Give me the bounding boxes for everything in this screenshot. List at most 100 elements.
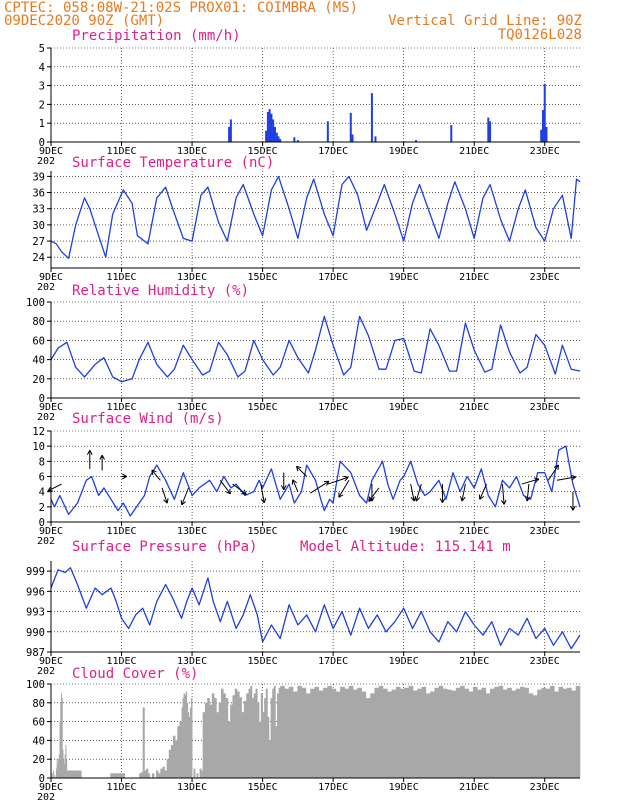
wind-ytick-label: 6 <box>39 472 45 484</box>
precip-ytick-label: 1 <box>39 118 45 130</box>
wind-arrow-shaft <box>556 476 576 481</box>
cloud-bar <box>571 690 577 778</box>
temp-xtick-label: 15DEC <box>248 272 278 283</box>
cloud-bar <box>275 726 278 778</box>
cloud-bar <box>378 685 384 778</box>
cloud-ytick-label: 0 <box>39 773 45 785</box>
precip-bar <box>279 139 282 142</box>
cloud-bar <box>447 689 452 778</box>
cloud-bar <box>166 759 170 778</box>
wind-arrow <box>296 465 308 477</box>
precip-bar <box>265 130 268 142</box>
pres-ytick-label: 987 <box>26 647 45 659</box>
cloud-bar <box>477 689 482 778</box>
cloud-bar <box>314 686 320 778</box>
cloud-bar <box>404 687 410 778</box>
precip-ytick-label: 5 <box>39 43 45 55</box>
cloud-bar <box>485 693 491 778</box>
wind-arrow-head <box>180 499 183 505</box>
cloud-bar <box>162 766 165 778</box>
wind-arrow <box>460 483 466 502</box>
rh-ytick-label: 60 <box>32 335 45 347</box>
cloud-bar <box>269 740 271 778</box>
cloud-bar <box>66 759 68 778</box>
wind-arrow-head <box>570 505 574 511</box>
cloud-bar <box>472 686 478 778</box>
wind-arrow-head <box>225 491 231 495</box>
precip-bar <box>349 112 352 142</box>
cloud-ytick-label: 100 <box>26 679 45 691</box>
wind-arrow-head <box>572 505 576 511</box>
wind-arrow-head <box>570 474 576 478</box>
wind-arrow-head <box>442 498 446 504</box>
pres-ytick-label: 999 <box>26 566 45 578</box>
cloud-bar <box>147 773 151 778</box>
cloud-bar <box>204 702 208 778</box>
cloud-bar <box>53 770 55 778</box>
cloud-bar <box>183 693 185 778</box>
wind-ytick-label: 2 <box>39 502 45 514</box>
precip-title: Precipitation (mm/h) <box>72 28 241 44</box>
wind-arrow-head <box>241 493 247 495</box>
precip-xtick-label: 13DEC <box>177 146 207 157</box>
precip-bar <box>489 121 492 142</box>
cloud-bar <box>278 687 281 778</box>
cloud-bar <box>259 721 262 778</box>
cloud-bar <box>189 707 192 778</box>
wind-title: Surface Wind (m/s) <box>72 411 224 427</box>
wind-arrow <box>180 487 190 506</box>
cloud-bar <box>468 691 474 778</box>
cloud-bar <box>199 768 202 778</box>
cloud-bar <box>216 712 219 778</box>
precip-bar <box>272 119 275 142</box>
wind-arrow-head <box>166 498 169 504</box>
precip-bar <box>228 126 231 142</box>
cloud-bar <box>267 716 270 778</box>
cloud-bar <box>273 685 276 778</box>
precip-xtick-label: 19DEC <box>389 146 419 157</box>
wind-arrow-shaft <box>292 479 299 492</box>
wind-arrow-shaft <box>368 487 380 502</box>
header-date-text: 09DEC2020 90Z (GMT) <box>4 13 164 29</box>
cloud-xtick-label: 9DEC <box>39 782 63 793</box>
wind-xtick-label: 9DEC <box>39 526 63 537</box>
cloud-bar <box>196 773 199 778</box>
rh-ytick-label: 40 <box>32 355 45 367</box>
wind-arrow <box>151 469 161 481</box>
cloud-bar <box>185 691 188 778</box>
precip-bar <box>266 111 269 142</box>
pres-ytick-label: 993 <box>26 607 45 619</box>
cloud-bar <box>151 773 155 778</box>
wind-arrow <box>368 487 380 502</box>
wind-arrow-head <box>460 496 463 502</box>
wind-arrow-head <box>439 498 443 504</box>
cloud-bar <box>323 687 328 778</box>
wind-arrow-head <box>479 495 485 500</box>
cloud-ytick-label: 20 <box>32 754 45 766</box>
pres-xtick-label: 17DEC <box>318 656 348 667</box>
cloud-bar <box>191 698 193 778</box>
cloud-bar <box>232 695 236 778</box>
cloud-bar <box>335 691 341 778</box>
cloud-bar <box>515 688 521 778</box>
wind-arrow-head <box>229 488 231 494</box>
cloud-bar <box>357 687 362 778</box>
wind-arrow-head <box>571 476 577 481</box>
wind-xtick-label: 17DEC <box>318 526 348 537</box>
wind-arrow <box>500 484 507 505</box>
wind-arrow-head <box>99 454 103 460</box>
cloud-bar <box>246 693 249 778</box>
header-location-text: CPTEC: 058:08W-21:02S PROX01: COIMBRA (M… <box>4 0 358 16</box>
wind-xtick-label: 11DEC <box>106 526 136 537</box>
wind-arrow-head <box>414 496 417 502</box>
cloud-bar <box>237 691 240 778</box>
cloud-bar <box>66 770 82 778</box>
wind-arrow-head <box>296 466 299 472</box>
cloud-bar <box>193 768 196 778</box>
cloud-bar <box>262 712 265 778</box>
cloud-panel: 0 20 40 60 80 100 9DEC 11DEC 13DEC 15DEC 17DEC 19DE… <box>26 666 581 800</box>
pres-xtick-label: 11DEC <box>106 656 136 667</box>
cloud-bar <box>187 712 190 778</box>
